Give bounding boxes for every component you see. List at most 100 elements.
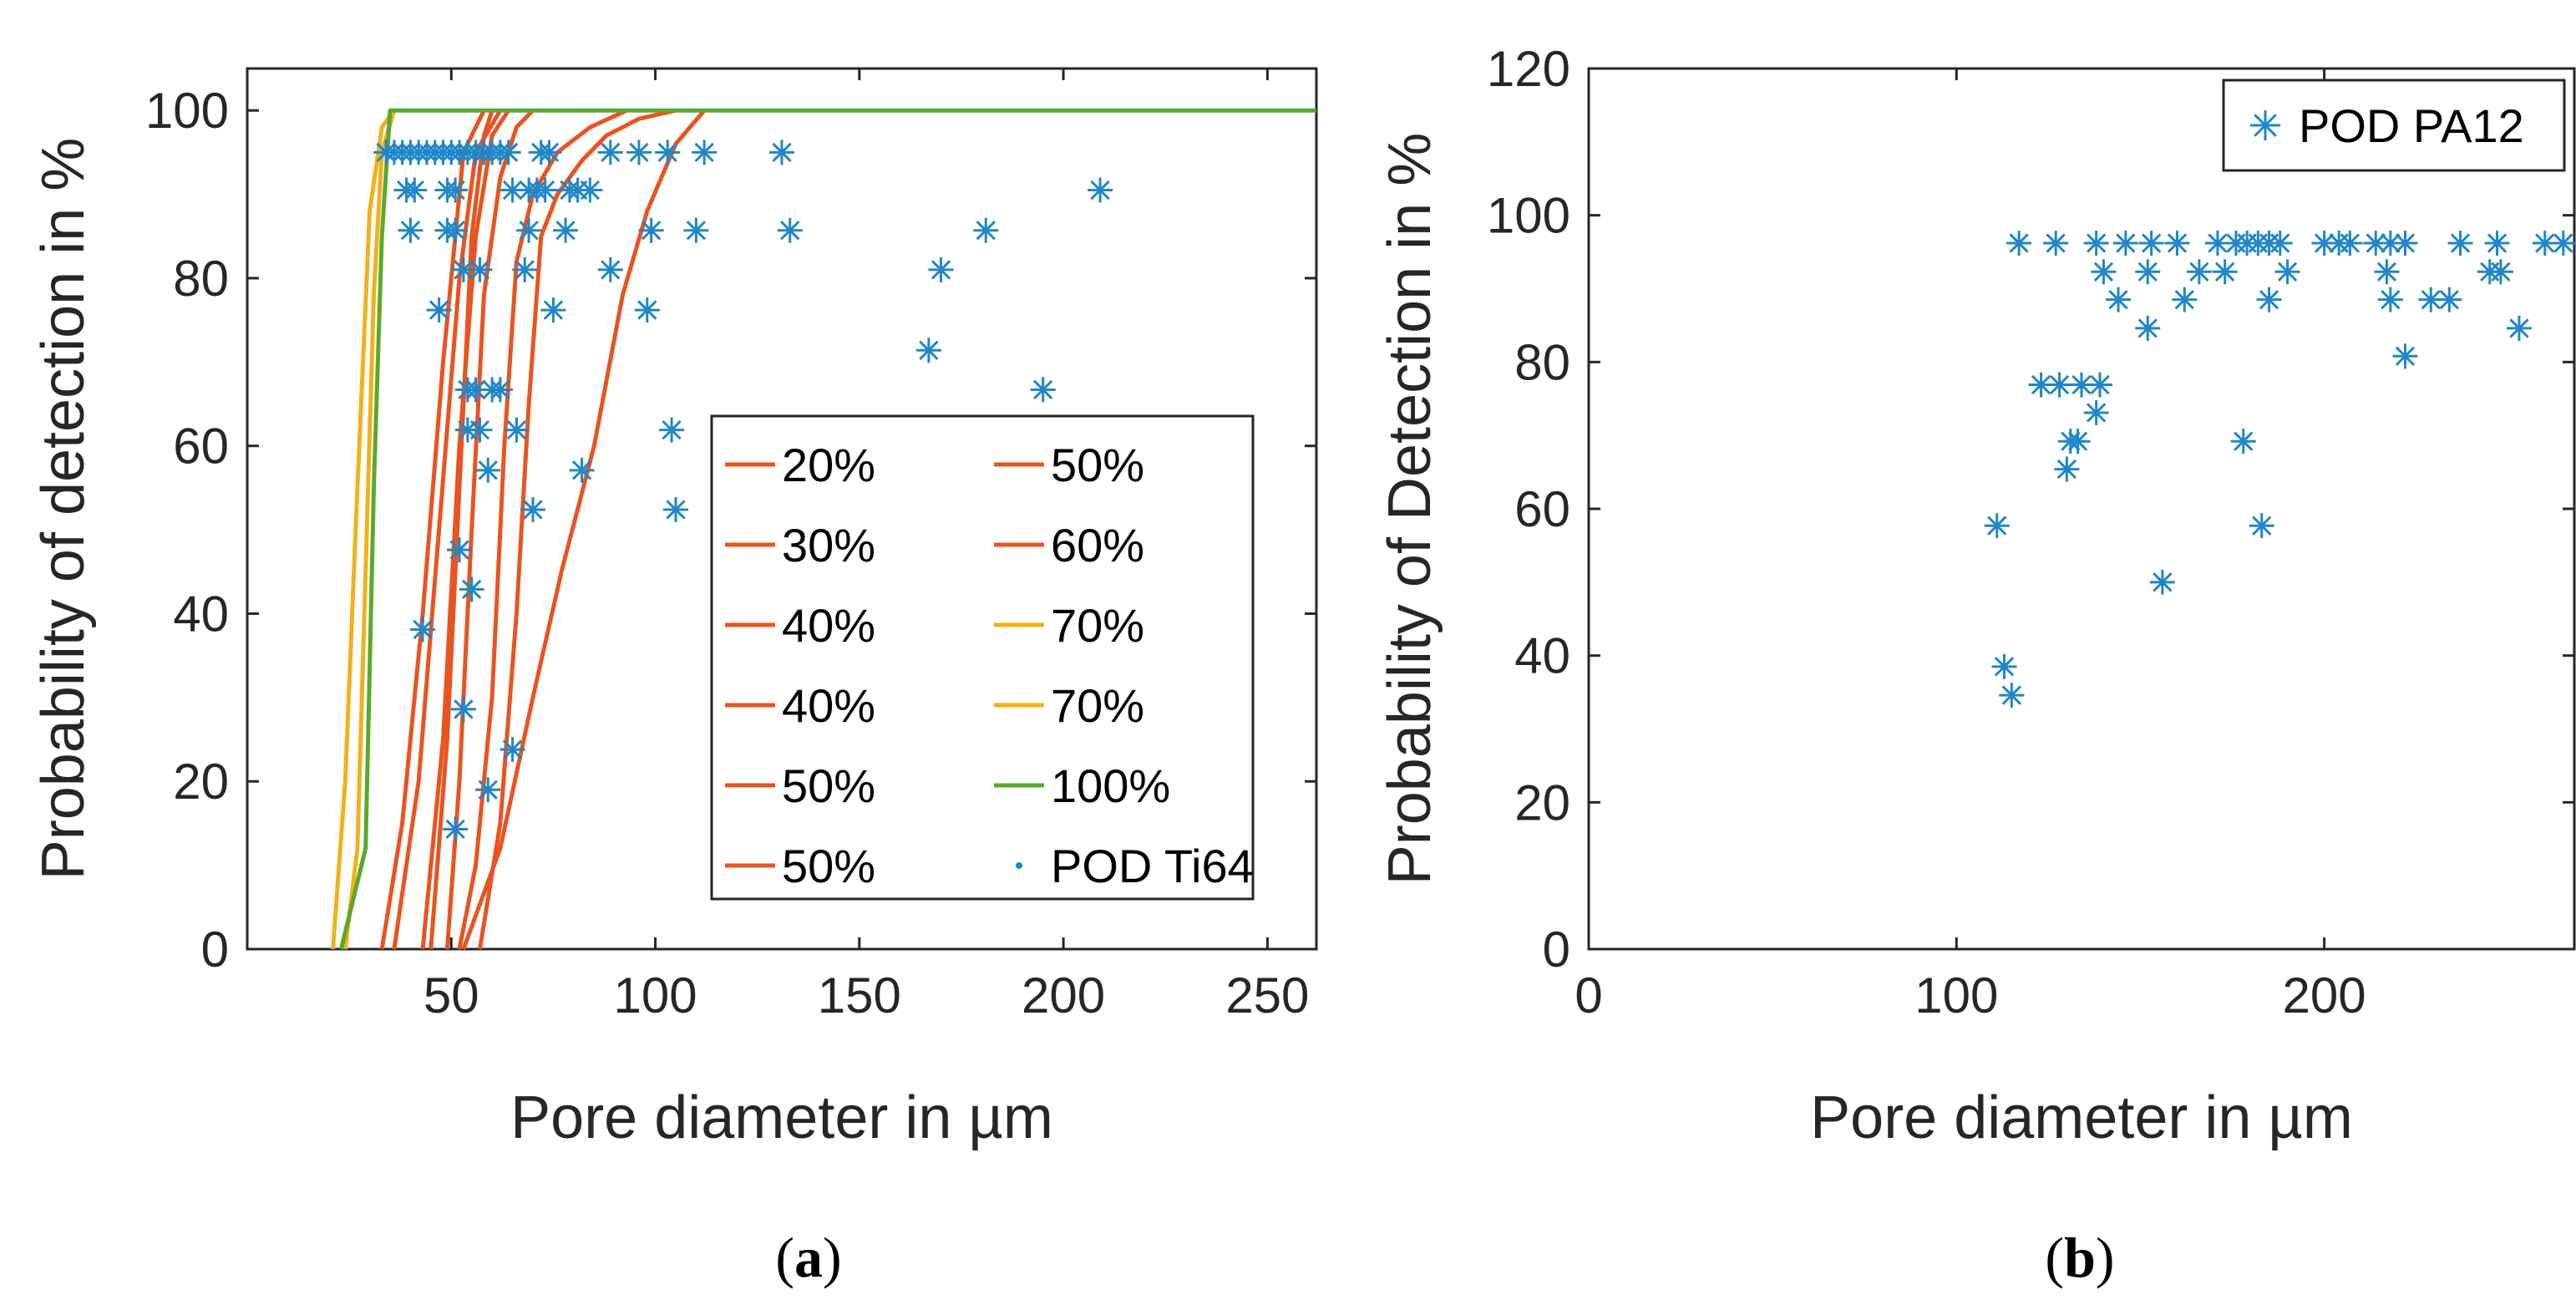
pa12-point xyxy=(2392,231,2418,256)
legend-a: 20% 50% 30% 60% 40% 70% 40% 70% 50% 100% 50% POD Ti… xyxy=(710,414,1255,901)
pa12-point xyxy=(2112,231,2138,256)
x-axis-label-b: Pore diameter in µm xyxy=(1810,1084,2353,1151)
a-ytick-label: 100 xyxy=(145,83,229,139)
pa12-point xyxy=(2550,231,2576,256)
pa12-point xyxy=(2135,259,2161,285)
pa12-point xyxy=(2106,287,2132,312)
ti64-point xyxy=(973,217,999,243)
ti64-point xyxy=(495,140,521,165)
ticks-b: 0 100 200 0 20 40 60 80 100 120 xyxy=(1487,41,2574,1023)
pa12-point xyxy=(2249,513,2274,539)
pa12-point xyxy=(2337,231,2363,256)
ti64-point xyxy=(777,217,803,243)
series-line-70pct-9 xyxy=(342,109,397,950)
series-line-50pct-6 xyxy=(428,109,494,950)
series-line-50pct-5 xyxy=(461,109,707,950)
pa12-point xyxy=(2377,231,2403,256)
ti64-point xyxy=(928,256,954,282)
a-ytick-label: 60 xyxy=(173,419,229,475)
pa12-point xyxy=(2267,231,2293,256)
pa12-point xyxy=(2230,429,2256,454)
pa12-point xyxy=(2256,287,2282,312)
pa12-point xyxy=(2149,569,2175,595)
ti64-point xyxy=(634,297,660,323)
legend-a-label: POD Ti64 xyxy=(1051,840,1254,892)
b-xtick-label: 100 xyxy=(1914,967,1998,1023)
a-ytick-label: 0 xyxy=(201,922,229,978)
a-xtick-label: 200 xyxy=(1022,967,1105,1023)
b-ytick-label: 60 xyxy=(1514,481,1570,537)
pa12-point xyxy=(2274,259,2300,285)
points-b xyxy=(1984,231,2576,708)
series-line-70pct-8 xyxy=(331,109,396,950)
series-line-50pct-4 xyxy=(478,108,677,950)
pa12-point xyxy=(2487,259,2513,285)
ticks-a: 50 100 150 200 250 0 20 40 60 80 100 xyxy=(145,69,1316,1023)
legend-b-label: POD PA12 xyxy=(2299,99,2524,152)
legend-a-label: 20% xyxy=(782,439,875,491)
ti64-point xyxy=(447,537,473,563)
ti64-point xyxy=(597,140,623,165)
ti64-point xyxy=(450,696,476,722)
ti64-point xyxy=(459,576,484,602)
ti64-point xyxy=(626,140,652,165)
ti64-point xyxy=(769,140,794,165)
pa12-point xyxy=(1999,683,2025,708)
ti64-point xyxy=(487,377,513,403)
ti64-point xyxy=(520,497,545,523)
pa12-point xyxy=(1991,653,2017,679)
pa12-point xyxy=(2046,372,2072,398)
pa12-point xyxy=(2043,231,2069,256)
axes-frame-b xyxy=(1587,67,2576,951)
a-xtick-label: 100 xyxy=(613,967,697,1023)
ti64-point xyxy=(467,256,493,282)
ti64-point xyxy=(402,177,428,203)
legend-a-label: 30% xyxy=(782,519,875,571)
ti64-point xyxy=(532,177,558,203)
ti64-point xyxy=(467,417,493,443)
b-ytick-label: 20 xyxy=(1514,774,1570,830)
b-ytick-label: 100 xyxy=(1487,188,1570,244)
y-axis-label-b: Probability of Detection in % xyxy=(1377,133,1443,885)
panel-a: 50 100 150 200 250 0 20 40 60 80 100 20% 50% 30% 60% 4… xyxy=(30,67,1318,1289)
ti64-point xyxy=(655,140,681,165)
legend-b: POD PA12 xyxy=(2222,79,2566,172)
ti64-point xyxy=(443,177,469,203)
pa12-point xyxy=(2392,343,2418,369)
legend-a-label: 60% xyxy=(1051,519,1144,571)
ti64-point xyxy=(536,140,562,165)
legend-a-label: 50% xyxy=(782,759,875,812)
pa12-point xyxy=(2484,231,2510,256)
ti64-point xyxy=(638,217,664,243)
b-xtick-label: 0 xyxy=(1575,967,1602,1023)
series-line-60pct-7 xyxy=(444,109,535,950)
ti64-point xyxy=(512,256,538,282)
pa12-point xyxy=(2172,287,2198,312)
legend-a-label: 40% xyxy=(782,599,875,652)
ti64-point xyxy=(426,297,452,323)
legend-a-swatch-dot xyxy=(1016,862,1022,869)
b-ytick-label: 0 xyxy=(1543,922,1570,978)
ti64-point xyxy=(569,457,595,483)
pa12-point xyxy=(2186,259,2212,285)
ti64-point xyxy=(1030,377,1056,403)
panel-b: 0 100 200 0 20 40 60 80 100 120 POD PA12 Pore dia… xyxy=(1377,41,2576,1289)
panel-caption-a: (a) xyxy=(775,1226,841,1289)
ti64-point xyxy=(662,497,688,523)
legend-a-label: 40% xyxy=(782,679,875,732)
pa12-point xyxy=(2164,231,2190,256)
points-a xyxy=(373,140,1113,842)
ti64-point xyxy=(410,617,436,642)
pa12-point xyxy=(2377,287,2403,312)
series-line-100pct-10 xyxy=(338,108,1316,950)
ti64-point xyxy=(915,338,941,363)
legend-a-label: 100% xyxy=(1051,759,1170,812)
ti64-point xyxy=(577,177,603,203)
ti64-point xyxy=(597,256,623,282)
ti64-point xyxy=(475,777,501,803)
a-xtick-label: 50 xyxy=(423,967,479,1023)
b-xtick-label: 200 xyxy=(2283,967,2366,1023)
b-ytick-label: 80 xyxy=(1514,334,1570,390)
legend-a-label: 70% xyxy=(1051,679,1144,732)
